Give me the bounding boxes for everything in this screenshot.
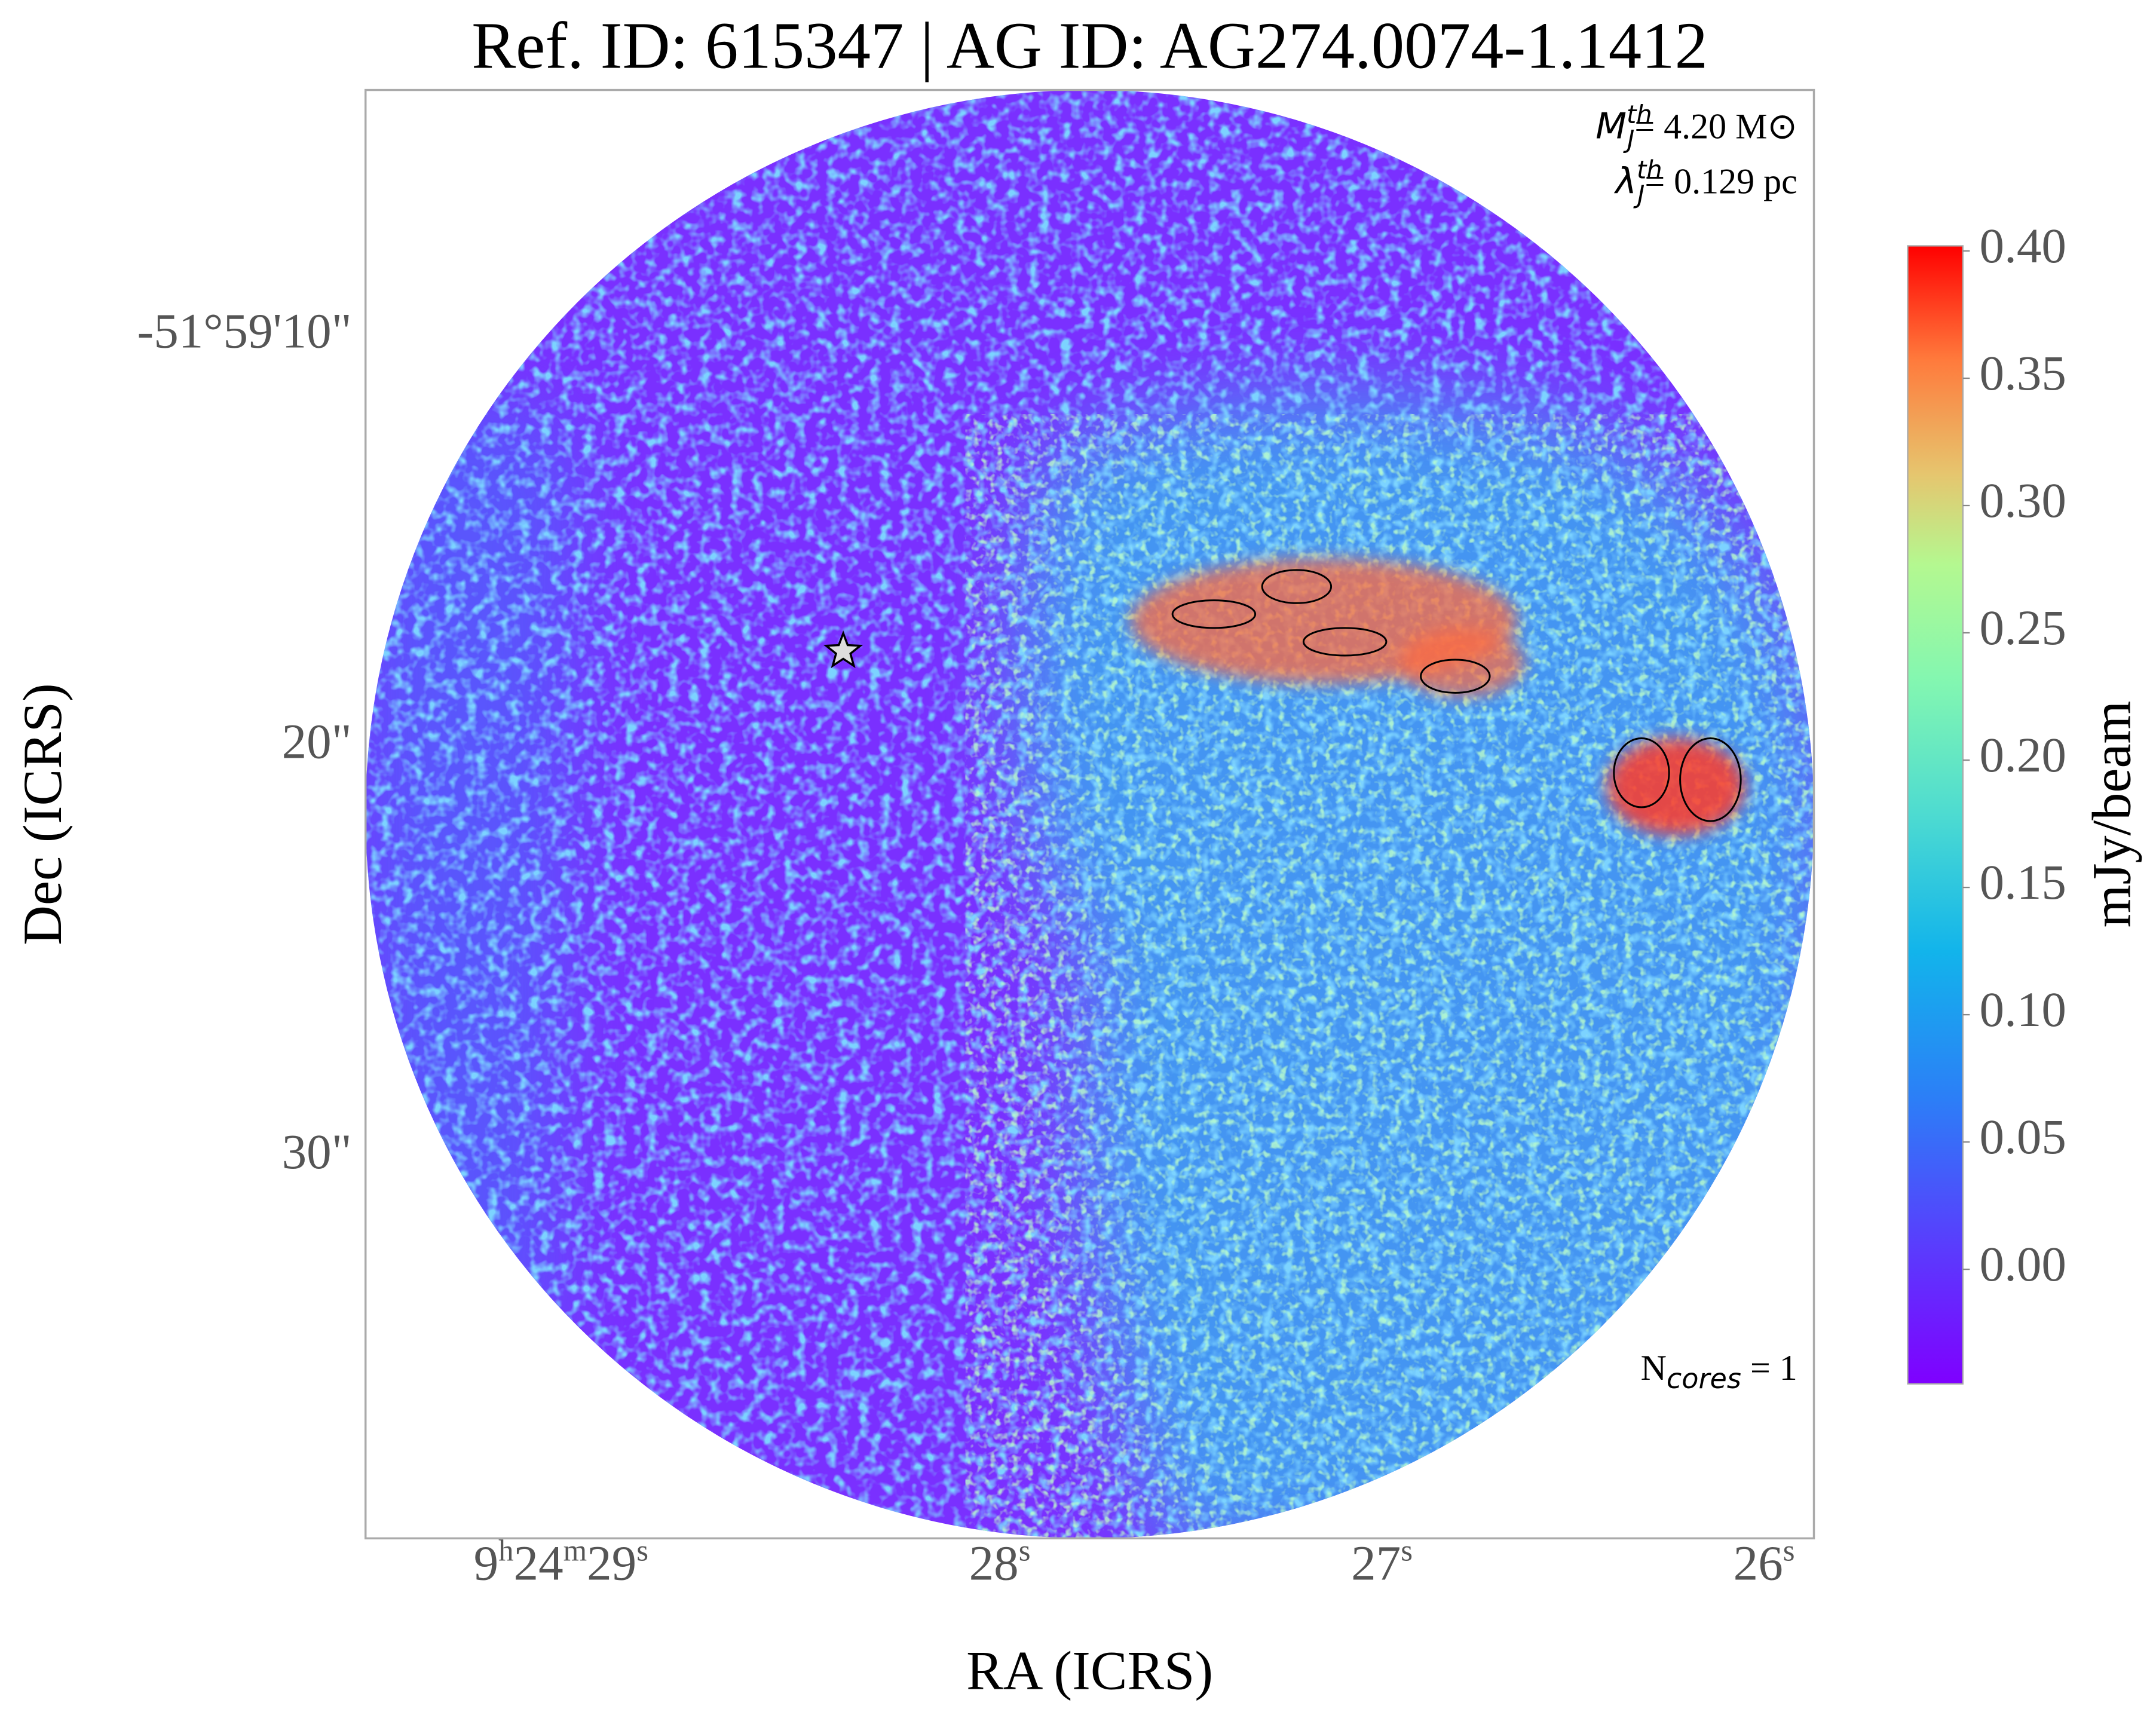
- annotation-symbol: λ: [1613, 161, 1637, 203]
- annotation-text: = 1: [1741, 1348, 1797, 1388]
- colorbar-tick-label: 0.05: [1980, 1109, 2066, 1164]
- source-marker: [823, 630, 863, 669]
- annotation-text: = 4.20 M⊙: [1634, 106, 1797, 146]
- colorbar-tick-label: 0.25: [1980, 600, 2066, 655]
- map-image: [364, 88, 1815, 1540]
- annotation: λth J= 0.129 pc: [1613, 155, 1797, 209]
- annotation-sup: th: [1627, 100, 1652, 129]
- y-tick-label: 30": [282, 1124, 352, 1179]
- colorbar: [1907, 245, 1964, 1385]
- x-tick-label: 27s: [1351, 1533, 1413, 1590]
- colorbar-tick-label: 0.15: [1980, 855, 2066, 909]
- colorbar-tick-label: 0.10: [1980, 982, 2066, 1037]
- colorbar-tick-label: 0.35: [1980, 345, 2066, 400]
- annotation-symbol: M: [1595, 105, 1627, 147]
- y-tick-label: 20": [282, 713, 352, 768]
- y-tick-label: -51°59'10": [137, 304, 352, 359]
- colorbar-tick-label: 0.20: [1980, 727, 2066, 782]
- x-axis-label: RA (ICRS): [966, 1640, 1213, 1701]
- chart-title: Ref. ID: 615347 | AG ID: AG274.0074-1.14…: [471, 9, 1708, 82]
- colorbar-label: mJy/beam: [2081, 701, 2142, 928]
- x-tick-label: 9h24m29s: [474, 1533, 648, 1590]
- annotation-symbol: N: [1641, 1348, 1667, 1388]
- annotation: Mth J= 4.20 M⊙: [1595, 100, 1797, 154]
- colorbar-tick-label: 0.00: [1980, 1236, 2066, 1291]
- annotation: Ncores = 1: [1641, 1348, 1797, 1395]
- colorbar-tick-label: 0.40: [1980, 218, 2066, 273]
- annotation-sup: th: [1637, 155, 1662, 184]
- colorbar-tick-label: 0.30: [1980, 473, 2066, 528]
- annotation-text: = 0.129 pc: [1644, 162, 1797, 201]
- x-tick-label: 26s: [1734, 1533, 1795, 1590]
- y-axis-label: Dec (ICRS): [12, 683, 73, 945]
- x-tick-label: 28s: [969, 1533, 1031, 1590]
- annotation-sub: cores: [1667, 1362, 1741, 1395]
